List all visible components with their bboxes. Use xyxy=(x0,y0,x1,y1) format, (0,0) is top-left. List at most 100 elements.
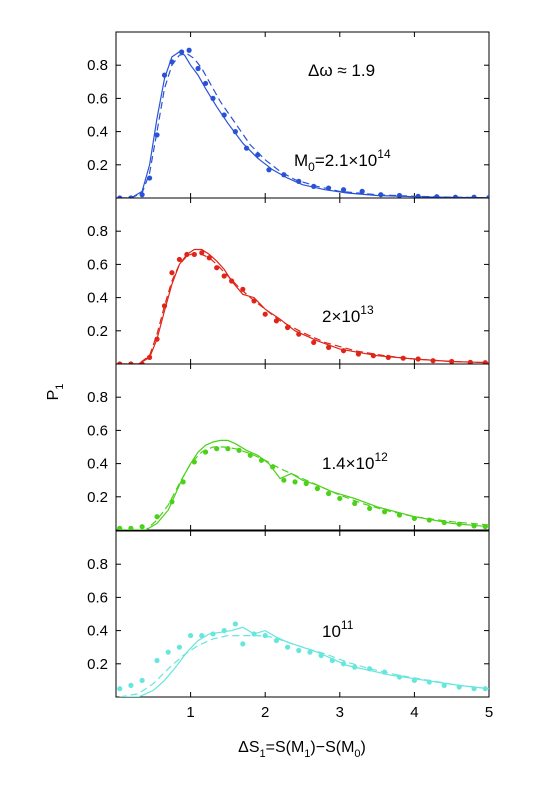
data-point xyxy=(352,664,358,670)
data-point xyxy=(281,172,287,178)
y-axis-title-main: P xyxy=(45,390,62,401)
y-tick-label: 0.4 xyxy=(87,124,108,141)
data-point xyxy=(441,519,447,526)
data-point xyxy=(311,183,317,189)
x-axis-title-part-4: 1 xyxy=(304,748,310,760)
data-point xyxy=(221,628,227,634)
x-axis-title-part-7: ) xyxy=(361,739,366,756)
data-point xyxy=(326,185,332,191)
data-point xyxy=(229,278,235,284)
data-point xyxy=(467,359,473,364)
data-point xyxy=(434,194,440,198)
data-point xyxy=(243,145,250,151)
data-point xyxy=(486,194,489,198)
data-point xyxy=(180,479,186,485)
solid-series-line xyxy=(119,248,489,364)
data-point xyxy=(199,250,205,256)
data-point xyxy=(128,682,134,688)
data-point xyxy=(296,331,302,337)
data-point xyxy=(117,195,123,198)
data-point xyxy=(236,447,242,453)
annotation-main: 10 xyxy=(322,622,341,641)
annotation-sup: 13 xyxy=(360,303,374,317)
y-tick-label: 0.8 xyxy=(87,556,108,573)
y-tick-label: 0.2 xyxy=(87,157,108,174)
y-tick-label: 0.2 xyxy=(87,323,108,340)
data-point xyxy=(210,631,216,637)
data-point xyxy=(367,666,373,672)
data-point xyxy=(139,192,145,198)
data-point xyxy=(202,80,209,87)
data-point xyxy=(247,452,253,458)
x-tick-label: 2 xyxy=(261,704,269,721)
y-tick-label: 0.4 xyxy=(87,623,108,640)
data-point xyxy=(262,632,268,639)
data-point xyxy=(184,251,190,258)
y-axis-title-sub: 1 xyxy=(54,384,66,390)
data-point xyxy=(411,677,417,684)
data-point xyxy=(326,344,332,350)
data-point xyxy=(214,446,220,452)
data-point xyxy=(449,358,455,364)
data-point xyxy=(303,480,309,487)
solid-series-line xyxy=(119,626,489,697)
solid-series-line xyxy=(119,439,489,530)
chart-panel-2: 0.2 0.4 0.6 0.8 2×1013 xyxy=(87,197,490,365)
data-point xyxy=(210,95,216,101)
data-point xyxy=(292,479,298,485)
data-point xyxy=(471,194,477,198)
annotation-sub: 0 xyxy=(308,160,315,174)
data-point xyxy=(128,195,134,198)
data-point xyxy=(452,194,459,198)
annotation-main: 2×10 xyxy=(322,307,360,326)
data-point xyxy=(281,477,287,483)
series-group xyxy=(117,439,489,530)
data-point xyxy=(370,353,376,359)
dashed-series-line xyxy=(119,52,489,198)
data-point xyxy=(307,649,313,655)
annotation-sup: 11 xyxy=(341,618,354,632)
data-point xyxy=(482,686,488,692)
dashed-series-line xyxy=(119,634,489,697)
data-point xyxy=(240,641,246,647)
data-point xyxy=(128,525,134,530)
axes-frame xyxy=(115,530,490,698)
data-point xyxy=(154,132,160,138)
data-point xyxy=(284,644,291,650)
y-tick-label: 0.6 xyxy=(87,422,108,439)
panel-annotation: Δω ≈ 1.9 xyxy=(308,61,375,80)
panel-annotation: 1011 xyxy=(322,618,354,641)
data-point xyxy=(284,324,291,331)
data-point xyxy=(311,339,317,346)
data-point xyxy=(202,449,209,455)
annotation-main: Δω ≈ 1.9 xyxy=(308,61,375,80)
data-point xyxy=(117,525,123,530)
panel-annotation: M0=2.1×1014 xyxy=(294,147,391,174)
y-tick-label: 0.2 xyxy=(87,656,108,673)
data-point xyxy=(195,65,201,72)
data-point xyxy=(191,459,197,465)
y-tick-label: 0.6 xyxy=(87,589,108,606)
data-point xyxy=(340,187,347,193)
data-point xyxy=(482,524,488,530)
data-point xyxy=(139,677,145,684)
data-point xyxy=(232,129,238,135)
x-tick-label: 4 xyxy=(410,704,418,721)
data-point xyxy=(456,684,462,690)
data-point xyxy=(482,360,488,364)
data-point xyxy=(139,361,145,364)
data-point xyxy=(367,505,373,512)
data-point xyxy=(154,514,160,520)
data-point xyxy=(251,631,257,637)
data-point xyxy=(258,457,265,463)
annotation-sup: 14 xyxy=(377,147,391,161)
data-point xyxy=(426,517,432,523)
data-point xyxy=(179,49,185,55)
annotation-main: 1.4×10 xyxy=(322,454,374,473)
data-point xyxy=(355,351,362,357)
data-point xyxy=(176,256,183,263)
data-point xyxy=(169,499,175,505)
data-point xyxy=(251,298,257,304)
y-tick-label: 0.4 xyxy=(87,456,108,473)
